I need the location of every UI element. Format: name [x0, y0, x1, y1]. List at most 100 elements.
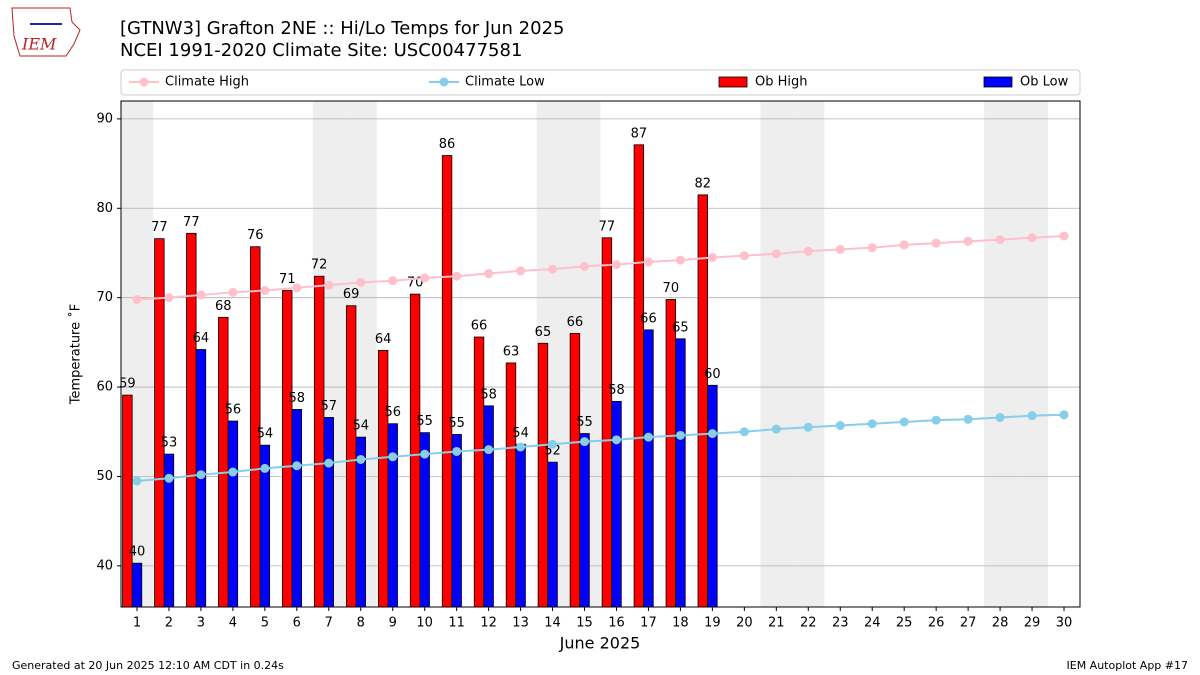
line-point — [675, 255, 685, 265]
bar-value-label: 57 — [321, 399, 338, 414]
x-tick-label: 23 — [832, 616, 849, 631]
x-tick-label: 6 — [293, 616, 301, 631]
bar-value-label: 54 — [512, 426, 529, 441]
x-axis-label: June 2025 — [559, 634, 641, 653]
bar — [409, 293, 421, 608]
line-point — [164, 293, 174, 303]
bar-value-label: 56 — [225, 403, 242, 418]
bar-value-label: 77 — [151, 220, 168, 235]
bar-value-label: 76 — [247, 228, 264, 243]
bar-value-label: 58 — [480, 387, 497, 402]
bar — [483, 405, 494, 608]
line-point — [899, 240, 909, 250]
line-point — [420, 273, 430, 283]
bar — [633, 144, 645, 608]
line-point — [484, 445, 494, 455]
bar-value-label: 72 — [311, 258, 328, 273]
bar — [675, 338, 686, 608]
line-point — [835, 244, 845, 254]
line-point — [196, 290, 206, 300]
line-point — [675, 430, 685, 440]
x-tick-label: 13 — [512, 616, 529, 631]
bar — [441, 155, 453, 608]
line-point — [867, 419, 877, 429]
line-point — [931, 415, 941, 425]
bar-value-label: 66 — [640, 311, 657, 326]
footer-left: Generated at 20 Jun 2025 12:10 AM CDT in… — [12, 659, 284, 672]
bar-value-label: 55 — [416, 414, 433, 429]
line-point — [1059, 231, 1069, 241]
x-tick-label: 18 — [672, 616, 689, 631]
line-point — [707, 252, 717, 262]
bar — [122, 394, 133, 608]
line-point — [292, 283, 302, 293]
legend-marker — [139, 77, 149, 87]
bar-value-label: 77 — [183, 215, 200, 230]
line-point — [611, 435, 621, 445]
line-point — [963, 414, 973, 424]
bar-value-label: 77 — [599, 219, 616, 234]
bar-value-label: 58 — [289, 391, 306, 406]
chart-title: [GTNW3] Grafton 2NE :: Hi/Lo Temps for J… — [120, 18, 565, 39]
x-tick-label: 9 — [389, 616, 397, 631]
line-point — [1027, 233, 1037, 243]
bar-value-label: 65 — [535, 325, 552, 340]
bar-value-label: 64 — [193, 331, 210, 346]
line-point — [388, 452, 398, 462]
bar-value-label: 54 — [257, 427, 274, 442]
x-tick-label: 12 — [480, 616, 497, 631]
x-tick-label: 11 — [448, 616, 465, 631]
bar-value-label: 55 — [448, 416, 465, 431]
bar — [419, 432, 430, 608]
line-point — [228, 467, 238, 477]
weekend-band — [792, 101, 825, 607]
line-point — [260, 463, 270, 473]
bar-value-label: 53 — [161, 436, 178, 451]
bar — [345, 305, 357, 608]
x-tick-label: 2 — [165, 616, 173, 631]
line-point — [388, 276, 398, 286]
line-point — [803, 246, 813, 256]
x-tick-label: 8 — [357, 616, 365, 631]
bar — [515, 443, 526, 608]
line-point — [324, 280, 334, 290]
line-point — [707, 429, 717, 439]
x-tick-label: 25 — [896, 616, 913, 631]
line-point — [899, 417, 909, 427]
x-tick-label: 17 — [640, 616, 657, 631]
legend-label: Climate High — [165, 75, 249, 90]
line-point — [995, 235, 1005, 245]
line-point — [739, 251, 749, 261]
line-point — [260, 286, 270, 296]
legend-marker — [439, 77, 449, 87]
x-tick-label: 30 — [1056, 616, 1073, 631]
bar-value-label: 59 — [119, 377, 136, 392]
line-point — [452, 446, 462, 456]
weekend-band — [1016, 101, 1049, 607]
legend-label: Climate Low — [465, 75, 545, 90]
bar — [697, 194, 708, 608]
line-point — [324, 458, 334, 468]
y-tick-label: 50 — [96, 469, 113, 484]
line-point — [867, 243, 877, 253]
line-point — [452, 271, 462, 281]
line-point — [771, 424, 781, 434]
line-point — [164, 473, 174, 483]
bar-value-label: 70 — [663, 281, 680, 296]
footer-right: IEM Autoplot App #17 — [1067, 659, 1189, 672]
x-tick-label: 10 — [416, 616, 433, 631]
bar — [186, 232, 197, 608]
logo-text: IEM — [21, 35, 57, 54]
bar-value-label: 60 — [704, 367, 721, 382]
bar-value-label: 52 — [544, 444, 561, 459]
line-point — [835, 421, 845, 431]
line-point — [548, 439, 558, 449]
bar — [291, 409, 303, 608]
x-tick-label: 28 — [992, 616, 1009, 631]
line — [136, 413, 1065, 482]
bar-value-label: 66 — [471, 319, 488, 334]
line-point — [1059, 410, 1069, 420]
line-point — [643, 257, 653, 267]
line-point — [132, 294, 142, 304]
line-point — [963, 236, 973, 246]
